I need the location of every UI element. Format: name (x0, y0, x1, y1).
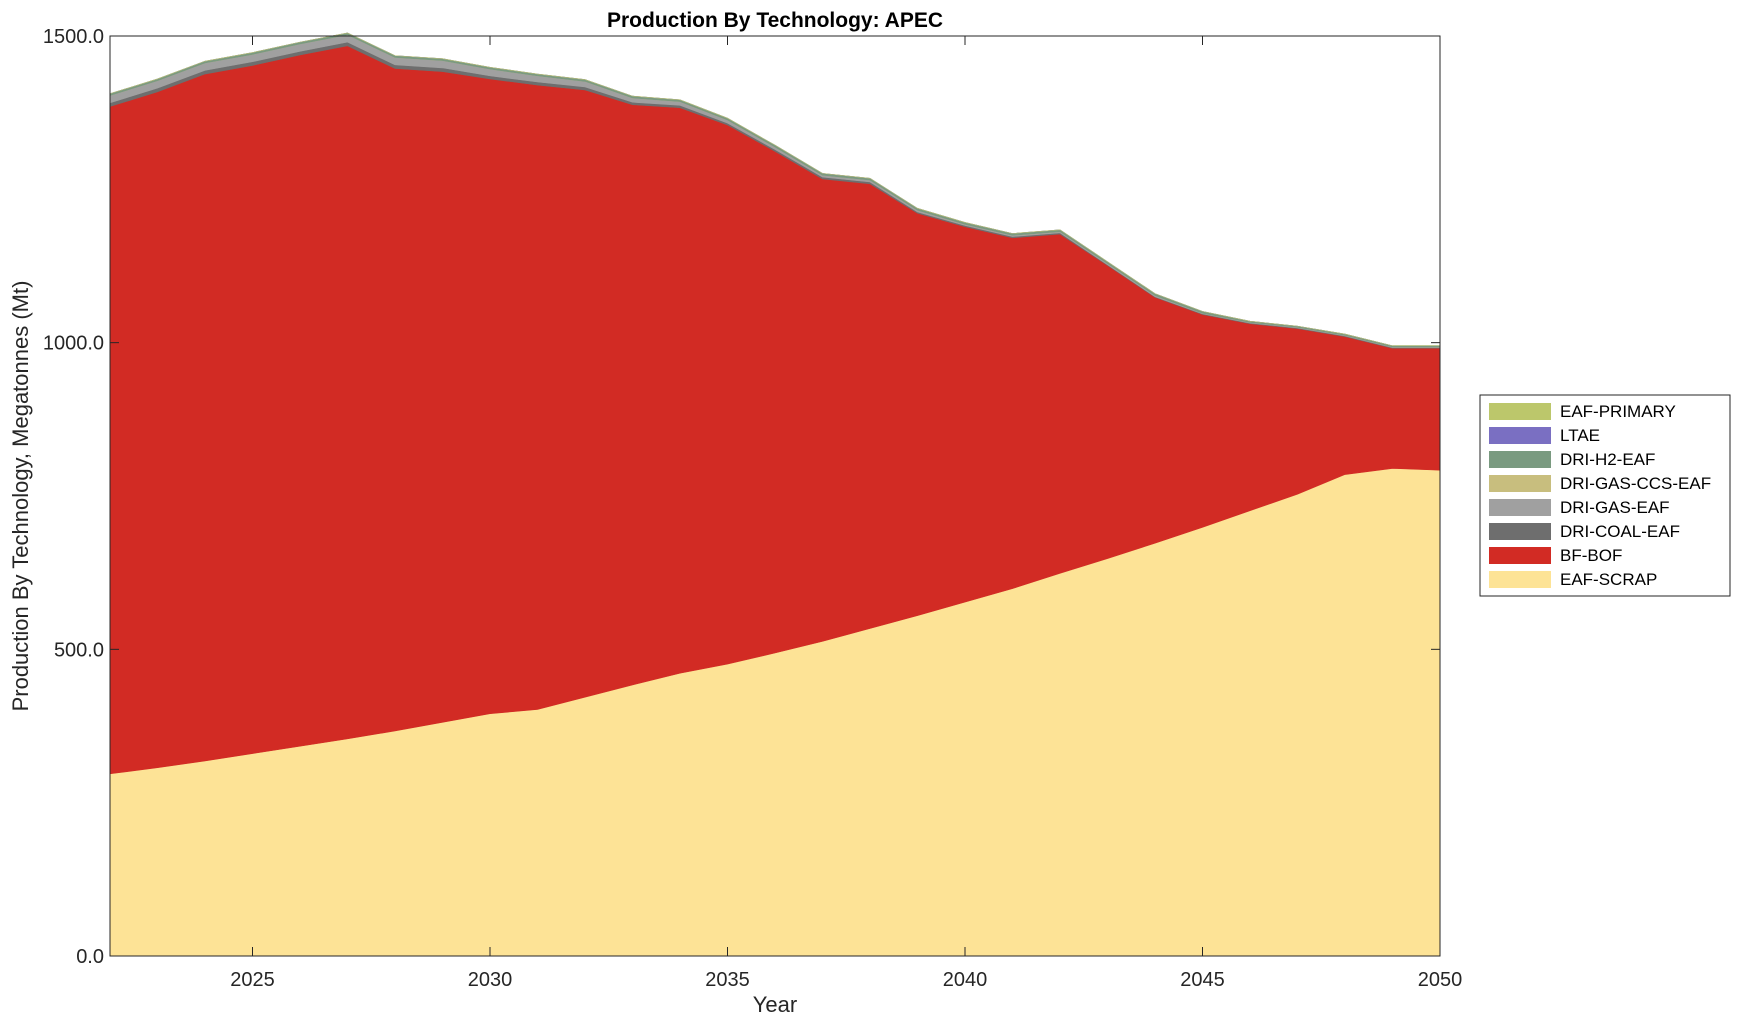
y-axis-label: Production By Technology, Megatonnes (Mt… (8, 281, 33, 712)
legend-swatch-eaf-scrap (1489, 571, 1551, 588)
chart-title: Production By Technology: APEC (607, 9, 943, 32)
axis-ticks: 2025 2030 2035 2040 2045 2050 0.0 500.0 1000.0 15… (43, 26, 1462, 991)
area-eaf-primary (109, 32, 1440, 347)
legend-label-bf-bof: BF-BOF (1560, 546, 1622, 565)
legend-swatch-dri-coal-eaf (1489, 523, 1551, 540)
y-tick-label: 500.0 (54, 639, 104, 661)
legend-label-dri-coal-eaf: DRI-COAL-EAF (1560, 522, 1680, 541)
y-tick-label: 1500.0 (43, 26, 104, 48)
stacked-areas (109, 32, 1441, 957)
legend: EAF-PRIMARY LTAE DRI-H2-EAF DRI-GAS-CCS-EAF… (1479, 394, 1731, 597)
legend-swatch-dri-gas-ccs-eaf (1489, 475, 1551, 492)
legend-swatch-ltae (1489, 427, 1551, 444)
x-tick-label: 2045 (1180, 969, 1225, 991)
x-tick-label: 2030 (468, 969, 513, 991)
x-tick-label: 2035 (705, 969, 750, 991)
x-tick-label: 2040 (943, 969, 988, 991)
legend-label-dri-h2-eaf: DRI-H2-EAF (1560, 450, 1655, 469)
legend-swatch-eaf-primary (1489, 403, 1551, 420)
legend-label-eaf-scrap: EAF-SCRAP (1560, 570, 1657, 589)
legend-swatch-dri-gas-eaf (1489, 499, 1551, 516)
legend-label-dri-gas-ccs-eaf: DRI-GAS-CCS-EAF (1560, 474, 1711, 493)
x-axis-label: Year (753, 992, 797, 1017)
legend-swatch-bf-bof (1489, 547, 1551, 564)
legend-label-eaf-primary: EAF-PRIMARY (1560, 402, 1676, 421)
x-tick-label: 2025 (230, 969, 275, 991)
legend-swatch-dri-h2-eaf (1489, 451, 1551, 468)
legend-label-dri-gas-eaf: DRI-GAS-EAF (1560, 498, 1670, 517)
y-tick-label: 0.0 (76, 946, 104, 968)
legend-label-ltae: LTAE (1560, 426, 1600, 445)
legend-box (1479, 394, 1731, 597)
plot-frame (109, 35, 1441, 957)
y-tick-label: 1000.0 (43, 333, 104, 355)
x-tick-label: 2050 (1418, 969, 1463, 991)
